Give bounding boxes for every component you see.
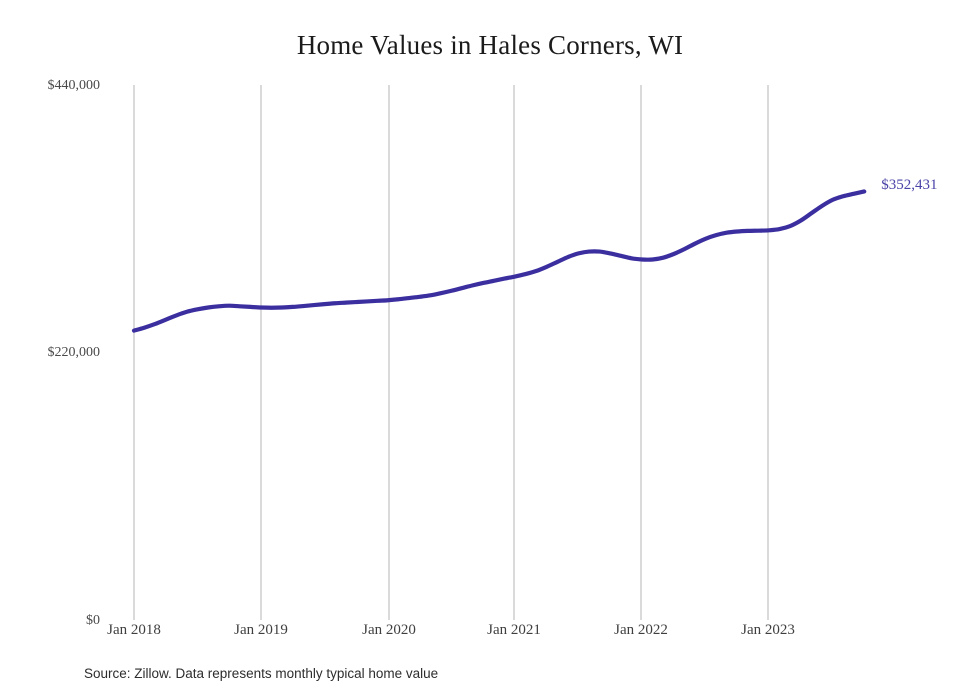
x-tick-jan-2019: Jan 2019 xyxy=(234,622,288,638)
x-tick-jan-2023: Jan 2023 xyxy=(741,622,795,638)
end-value-label: $352,431 xyxy=(881,177,938,194)
value-series-line xyxy=(131,189,867,333)
source-note: Source: Zillow. Data represents monthly … xyxy=(84,666,439,681)
gridlines xyxy=(133,85,769,620)
x-tick-jan-2021: Jan 2021 xyxy=(487,622,541,638)
y-tick-440000: $440,000 xyxy=(47,78,101,93)
y-tick-0: $0 xyxy=(86,613,100,628)
chart-title: Home Values in Hales Corners, WI xyxy=(296,30,684,60)
x-tick-jan-2020: Jan 2020 xyxy=(362,622,416,638)
x-tick-jan-2022: Jan 2022 xyxy=(614,622,668,638)
y-tick-220000: $220,000 xyxy=(47,345,101,360)
x-tick-jan-2018: Jan 2018 xyxy=(107,622,161,638)
